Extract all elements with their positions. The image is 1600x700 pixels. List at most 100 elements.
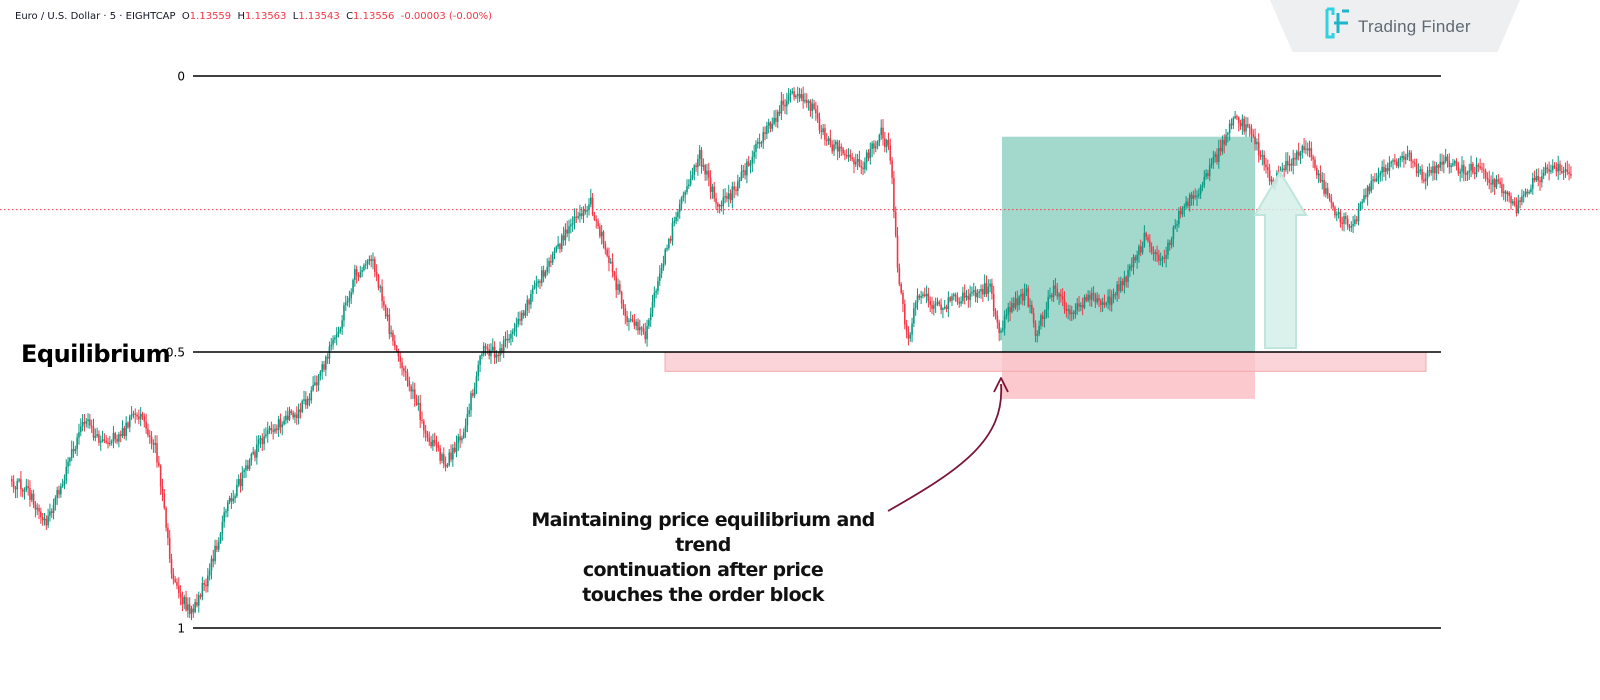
candle-body: [1003, 316, 1006, 329]
candle-body: [688, 184, 690, 187]
candle-body: [1159, 259, 1162, 261]
candle-body: [230, 498, 233, 502]
candle-body: [658, 273, 661, 281]
candle-body: [1245, 124, 1247, 132]
candle-body: [1553, 165, 1556, 168]
candle-body: [1210, 163, 1213, 166]
low-label: L: [292, 11, 299, 22]
candle-body: [1181, 208, 1184, 215]
candle-body: [76, 437, 78, 449]
candle-body: [1468, 170, 1471, 173]
candle-body: [795, 95, 797, 98]
candle-body: [446, 465, 449, 467]
candle-body: [878, 135, 881, 142]
candle-body: [833, 144, 835, 152]
candle-body: [439, 448, 441, 461]
candle-body: [1129, 265, 1131, 271]
candle-body: [729, 193, 732, 201]
candle-body: [1570, 173, 1572, 176]
candle-body: [615, 276, 618, 290]
candle-body: [1225, 134, 1227, 145]
candle-body: [1374, 179, 1376, 182]
candle-body: [1092, 293, 1095, 295]
candle-body: [530, 294, 532, 305]
candle-body: [203, 582, 206, 585]
candle-body: [642, 328, 645, 332]
candle-body: [428, 437, 431, 442]
candle-body: [662, 263, 665, 269]
candle-body: [1067, 309, 1069, 311]
candle-body: [562, 235, 565, 241]
candle-body: [270, 428, 273, 431]
up-arrow-icon: [1253, 170, 1308, 349]
candle-body: [1058, 294, 1060, 297]
candle-body: [800, 94, 803, 99]
candle-body: [1332, 203, 1334, 208]
candle-body: [1283, 168, 1285, 171]
candle-body: [1354, 219, 1356, 225]
candle-body: [457, 436, 460, 443]
candle-body: [1241, 118, 1244, 127]
candle-body: [1060, 294, 1062, 297]
candle-body: [479, 355, 481, 365]
candle-body: [432, 439, 434, 447]
annotation-text: Maintaining price equilibrium and trend …: [503, 508, 903, 608]
candle-body: [1477, 164, 1480, 167]
candle-body: [697, 159, 699, 168]
candle-body: [502, 340, 505, 352]
candle-body: [83, 422, 86, 424]
candle-body: [1522, 194, 1525, 197]
candle-body: [308, 398, 311, 401]
candle-body: [871, 143, 873, 149]
candle-body: [822, 128, 824, 133]
candle-body: [1248, 126, 1251, 129]
candle-body: [709, 177, 712, 192]
candle-body: [453, 447, 456, 452]
candle-body: [620, 292, 623, 304]
candle-body: [58, 490, 60, 495]
candle-body: [1372, 179, 1374, 182]
candle-body: [1417, 171, 1420, 174]
candle-body: [1435, 165, 1438, 174]
candle-body: [954, 294, 957, 297]
candle-body: [682, 195, 685, 198]
candle-body: [762, 132, 765, 143]
candle-body: [1247, 124, 1249, 127]
candle-body: [998, 322, 1000, 334]
candle-body: [165, 507, 167, 528]
candle-body: [1078, 303, 1080, 307]
candle-body: [1550, 170, 1552, 172]
candle-body: [1236, 116, 1238, 118]
candle-body: [491, 346, 494, 351]
candle-body: [1228, 123, 1231, 134]
candle-body: [1541, 176, 1543, 183]
candle-body: [473, 387, 476, 396]
candle-body: [1123, 276, 1126, 286]
candle-body: [1194, 195, 1196, 198]
candle-body: [426, 433, 429, 438]
candle-body: [1190, 194, 1193, 199]
candle-body: [372, 259, 374, 261]
candle-body: [392, 332, 394, 342]
candle-body: [519, 318, 521, 321]
candle-body: [159, 465, 162, 487]
candle-body: [1196, 195, 1198, 198]
candle-body: [660, 268, 663, 274]
candle-body: [776, 111, 779, 122]
candle-body: [920, 296, 922, 298]
candle-body: [475, 376, 478, 388]
candle-body: [528, 299, 530, 305]
candle-body: [983, 283, 986, 295]
candle-body: [936, 301, 939, 304]
candle-body: [1497, 179, 1500, 182]
candle-body: [417, 403, 420, 405]
candle-body: [359, 271, 362, 277]
candle-body: [540, 270, 543, 283]
candle-body: [459, 436, 461, 441]
candle-body: [1557, 163, 1559, 172]
candle-body: [197, 595, 200, 606]
candle-body: [555, 246, 558, 252]
candle-body: [972, 290, 975, 292]
candle-body: [1375, 178, 1378, 182]
